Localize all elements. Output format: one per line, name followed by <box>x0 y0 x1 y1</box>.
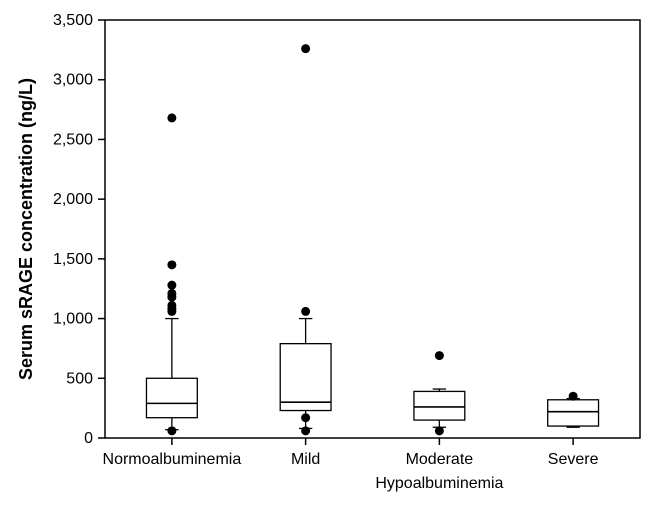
outlier-point <box>301 413 310 422</box>
outlier-point <box>167 426 176 435</box>
chart-svg: 0 500 1,000 1,500 2,000 2,500 3,000 3,500 Serum … <box>0 0 667 519</box>
outlier-point <box>167 113 176 122</box>
y-tick-label: 3,500 <box>53 12 93 29</box>
box <box>146 378 197 417</box>
outlier-point <box>301 307 310 316</box>
outlier-point <box>569 392 578 401</box>
y-tick-label: 500 <box>66 370 93 387</box>
category-label: Mild <box>291 451 320 468</box>
y-axis-title: Serum sRAGE concentration (ng/L) <box>16 78 36 380</box>
outlier-point <box>435 426 444 435</box>
y-tick-label: 2,500 <box>53 131 93 148</box>
y-tick-label: 3,000 <box>53 72 93 89</box>
y-tick-label: 2,000 <box>53 191 93 208</box>
y-tick-label: 0 <box>84 430 93 447</box>
outlier-point <box>301 426 310 435</box>
box <box>548 400 599 426</box>
outlier-point <box>167 301 176 310</box>
outlier-point <box>301 44 310 53</box>
outlier-point <box>167 281 176 290</box>
category-label: Moderate <box>406 451 474 468</box>
box <box>414 391 465 420</box>
category-label: Severe <box>548 451 599 468</box>
outlier-point <box>167 260 176 269</box>
outlier-point <box>435 351 444 360</box>
y-tick-label: 1,500 <box>53 251 93 268</box>
y-tick-label: 1,000 <box>53 311 93 328</box>
category-label: Normoalbuminemia <box>103 451 242 468</box>
outlier-point <box>167 289 176 298</box>
boxplot-chart: 0 500 1,000 1,500 2,000 2,500 3,000 3,500 Serum … <box>0 0 667 519</box>
box <box>280 344 331 411</box>
group-label: Hypoalbuminemia <box>375 475 503 492</box>
